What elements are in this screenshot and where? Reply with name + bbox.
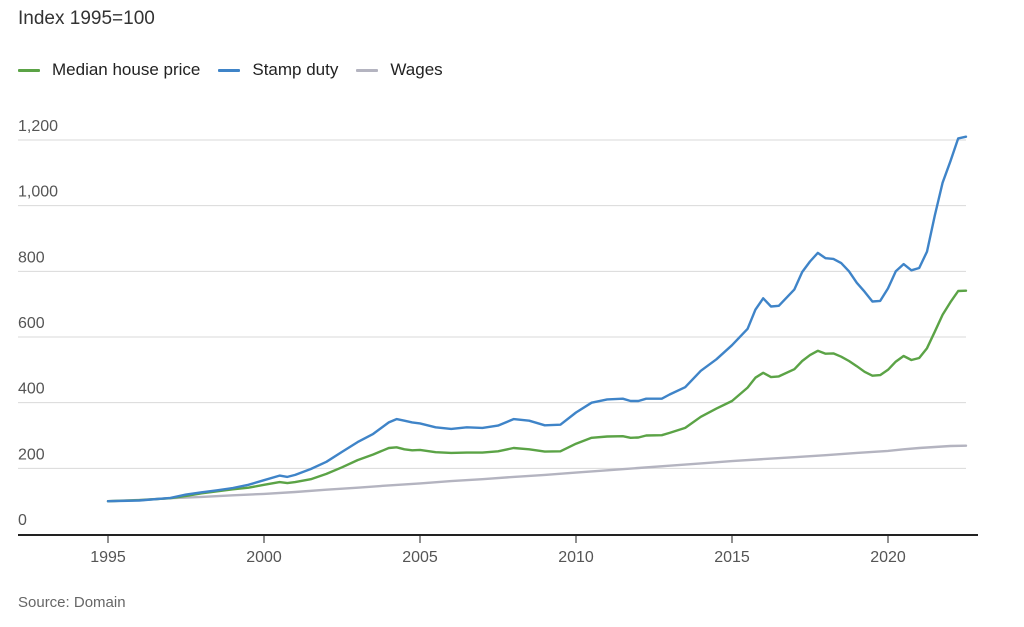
legend-swatch <box>218 68 241 72</box>
series-line-stamp-duty <box>106 135 968 503</box>
y-axis-labels: 0 200 400 600 800 1,000 1,200 <box>18 118 58 529</box>
x-tick-label: 2005 <box>402 549 438 566</box>
y-tick-label: 200 <box>18 446 45 463</box>
x-tick-label: 2000 <box>246 549 282 566</box>
x-tick-label: 2015 <box>714 549 750 566</box>
x-tick-label: 2020 <box>870 549 906 566</box>
y-tick-label: 1,200 <box>18 118 58 135</box>
legend-item-median-house-price: Median house price <box>18 60 200 80</box>
series-line-median-house-price <box>106 289 968 503</box>
series-line-wages <box>106 444 968 503</box>
legend-swatch <box>18 68 40 72</box>
legend-item-wages: Wages <box>356 60 443 80</box>
x-axis: 1995 2000 2005 2010 2015 2020 <box>18 534 978 566</box>
legend-label: Stamp duty <box>252 60 339 79</box>
y-tick-label: 400 <box>18 381 45 398</box>
y-tick-label: 0 <box>18 512 27 529</box>
chart-legend: Median house price Stamp duty Wages <box>18 60 443 80</box>
x-tick-label: 1995 <box>90 549 126 566</box>
gridlines <box>18 139 966 469</box>
legend-item-stamp-duty: Stamp duty <box>218 60 338 80</box>
y-tick-label: 800 <box>18 249 45 266</box>
chart-subtitle: Index 1995=100 <box>18 8 155 29</box>
legend-label: Median house price <box>52 60 201 79</box>
legend-swatch <box>356 68 379 72</box>
y-tick-label: 600 <box>18 315 45 332</box>
x-tick-label: 2010 <box>558 549 594 566</box>
y-tick-label: 1,000 <box>18 184 58 201</box>
source-note: Source: Domain <box>18 594 126 611</box>
legend-label: Wages <box>390 60 443 79</box>
series-lines <box>106 135 968 503</box>
